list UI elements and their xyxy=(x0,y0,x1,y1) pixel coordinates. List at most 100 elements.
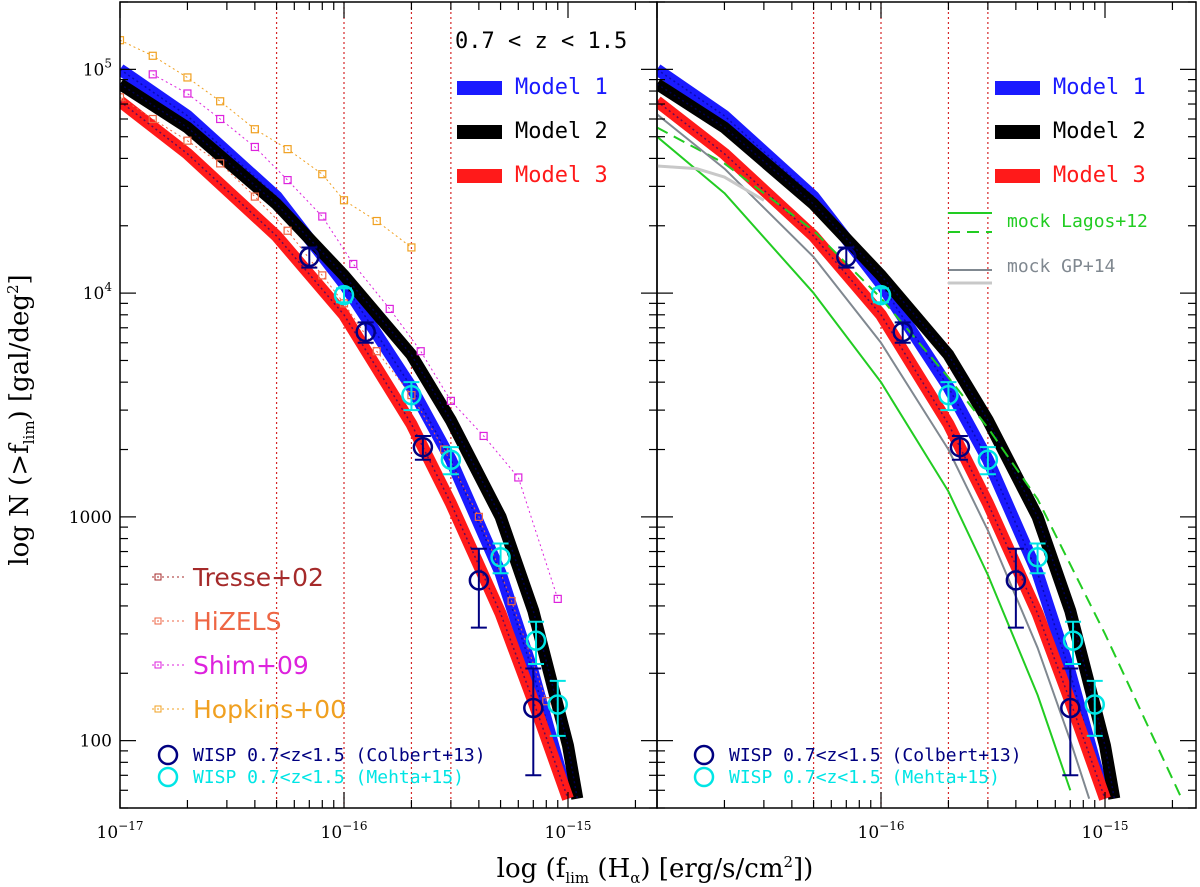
legend-model-label: Model 3 xyxy=(1053,163,1146,188)
y-tick-label: 104 xyxy=(83,280,113,304)
shim-09-point xyxy=(553,594,562,603)
plot-area xyxy=(657,2,1183,808)
wisp-0-7-z-1-5-mehta-15-point xyxy=(1062,630,1084,651)
hizels-point xyxy=(250,192,259,201)
mock-gp-14-line xyxy=(657,113,1091,800)
wisp-0-7-z-1-5-mehta-15-point xyxy=(977,449,999,471)
hopkins-00-point xyxy=(407,243,416,252)
hizels-point xyxy=(148,114,157,124)
wisp-0-7-z-1-5-mehta-15-point xyxy=(938,384,959,406)
x-tick-label: 10−16 xyxy=(321,819,368,843)
hizels-point xyxy=(474,512,483,521)
legend-model-label: Model 1 xyxy=(515,75,608,100)
model-2-line xyxy=(657,78,1121,800)
wisp-0-7-z-1-5-mehta-15-point xyxy=(525,630,547,651)
shim-09-point xyxy=(148,70,157,79)
shim-09-point xyxy=(183,89,192,98)
y-tick-label: 1000 xyxy=(69,508,112,528)
legend-obs-label: Shim+09 xyxy=(193,651,309,680)
hopkins-00-point xyxy=(120,36,125,45)
shim-09-point xyxy=(250,142,259,152)
shim-09-point xyxy=(216,114,225,124)
wisp-0-7-z-1-5-mehta-15-point xyxy=(870,284,892,306)
shim-09-point xyxy=(446,396,455,405)
legend-obs-label: Hopkins+00 xyxy=(193,695,346,724)
legend-model-label: Model 2 xyxy=(1053,119,1146,144)
shim-09-point xyxy=(318,212,327,221)
legend-obs-marker xyxy=(154,661,162,669)
legend-wisp-marker xyxy=(693,744,715,766)
hopkins-00-point xyxy=(339,196,349,205)
wisp-0-7-z-1-5-mehta-15-point xyxy=(490,547,511,568)
left-panel: 10−17 10−16 10−15 100 1000 104 105 0.7 < z < 1.… xyxy=(69,1,658,843)
shim-09-point xyxy=(514,473,523,482)
wisp-0-7-z-1-5-colbert-13-point xyxy=(1060,697,1081,719)
mock-lagos-12-dashed-line xyxy=(657,126,1183,800)
legend-wisp-label: WISP 0.7<z<1.5 (Mehta+15) xyxy=(193,767,464,788)
mock-gp-14-light-line xyxy=(657,164,765,202)
hizels-line xyxy=(120,96,547,702)
hizels-point xyxy=(372,347,381,356)
hopkins-00-point xyxy=(148,51,157,60)
wisp-0-7-z-1-5-colbert-13-point xyxy=(892,321,913,343)
legend-wisp-marker xyxy=(157,744,179,766)
wisp-0-7-z-1-5-colbert-13-point xyxy=(949,436,971,458)
wisp-0-7-z-1-5-colbert-13-point xyxy=(412,436,434,458)
shim-09-point xyxy=(479,431,488,441)
wisp-0-7-z-1-5-colbert-13-point xyxy=(1005,570,1027,591)
legend-wisp-label: WISP 0.7<z<1.5 (Colbert+13) xyxy=(193,745,486,766)
legend-mock-label: mock Lagos+12 xyxy=(1007,211,1148,232)
legend-wisp-marker xyxy=(693,766,715,788)
y-tick-label: 105 xyxy=(83,56,112,80)
hizels-point xyxy=(120,93,125,102)
x-tick-label: 10−15 xyxy=(1082,819,1129,843)
redshift-annotation: 0.7 < z < 1.5 xyxy=(455,29,627,54)
right-panel: 10−16 10−15 Model 1 Model 2 Model 3 WISP 0.7<… xyxy=(656,1,1197,843)
legend-model-label: Model 3 xyxy=(515,163,608,188)
hizels-point xyxy=(183,136,192,145)
panel-frame xyxy=(656,1,1197,809)
wisp-0-7-z-1-5-colbert-13-point xyxy=(355,321,376,343)
model-2-inner-line xyxy=(120,83,579,799)
legend-wisp-marker xyxy=(157,766,179,788)
hopkins-00-point xyxy=(283,145,292,154)
legend-obs-marker xyxy=(154,573,162,581)
shim-09-point xyxy=(416,347,425,356)
hizels-point xyxy=(507,597,516,606)
hopkins-00-point xyxy=(250,125,259,134)
y-axis-label: log N (>flim) [gal/deg2] xyxy=(4,274,38,565)
x-tick-label: 10−16 xyxy=(858,819,905,843)
wisp-0-7-z-1-5-mehta-15-point xyxy=(440,449,462,471)
shim-09-point xyxy=(349,259,358,269)
hopkins-00-point xyxy=(216,97,225,106)
legend-obs-marker xyxy=(154,617,162,625)
model-2-line xyxy=(120,78,584,800)
hizels-point xyxy=(318,271,327,280)
wisp-0-7-z-1-5-colbert-13-point xyxy=(523,697,544,719)
wisp-0-7-z-1-5-mehta-15-point xyxy=(333,284,355,306)
hopkins-00-point xyxy=(183,73,192,82)
legend-mock-label: mock GP+14 xyxy=(1007,256,1115,277)
x-axis-label: log (flim (Hα) [erg/s/cm2]) xyxy=(497,853,814,887)
hopkins-00-point xyxy=(318,170,327,179)
legend-obs-marker xyxy=(154,705,162,713)
hopkins-00-point xyxy=(372,216,381,226)
legend-model-label: Model 1 xyxy=(1053,75,1146,100)
x-tick-label: 10−17 xyxy=(97,819,144,843)
plot-area xyxy=(120,2,584,808)
wisp-0-7-z-1-5-colbert-13-point xyxy=(299,246,320,268)
shim-09-point xyxy=(385,304,394,314)
x-tick-label: 10−15 xyxy=(545,819,592,843)
wisp-0-7-z-1-5-mehta-15-point xyxy=(1084,694,1106,715)
wisp-0-7-z-1-5-mehta-15-point xyxy=(401,384,422,406)
axes-labels: log (flim (Hα) [erg/s/cm2]) log N (>flim… xyxy=(4,274,813,887)
wisp-0-7-z-1-5-colbert-13-point xyxy=(468,570,490,591)
model-3-inner-line xyxy=(657,100,1106,799)
legend-wisp-label: WISP 0.7<z<1.5 (Colbert+13) xyxy=(729,745,1022,766)
y-tick-label: 100 xyxy=(80,732,112,752)
legend-wisp-label: WISP 0.7<z<1.5 (Mehta+15) xyxy=(729,767,1000,788)
model-3-inner-line xyxy=(120,100,569,799)
mock-lagos-12-line xyxy=(657,135,1072,791)
legend-model-label: Model 2 xyxy=(515,119,608,144)
wisp-0-7-z-1-5-mehta-15-point xyxy=(547,694,569,715)
